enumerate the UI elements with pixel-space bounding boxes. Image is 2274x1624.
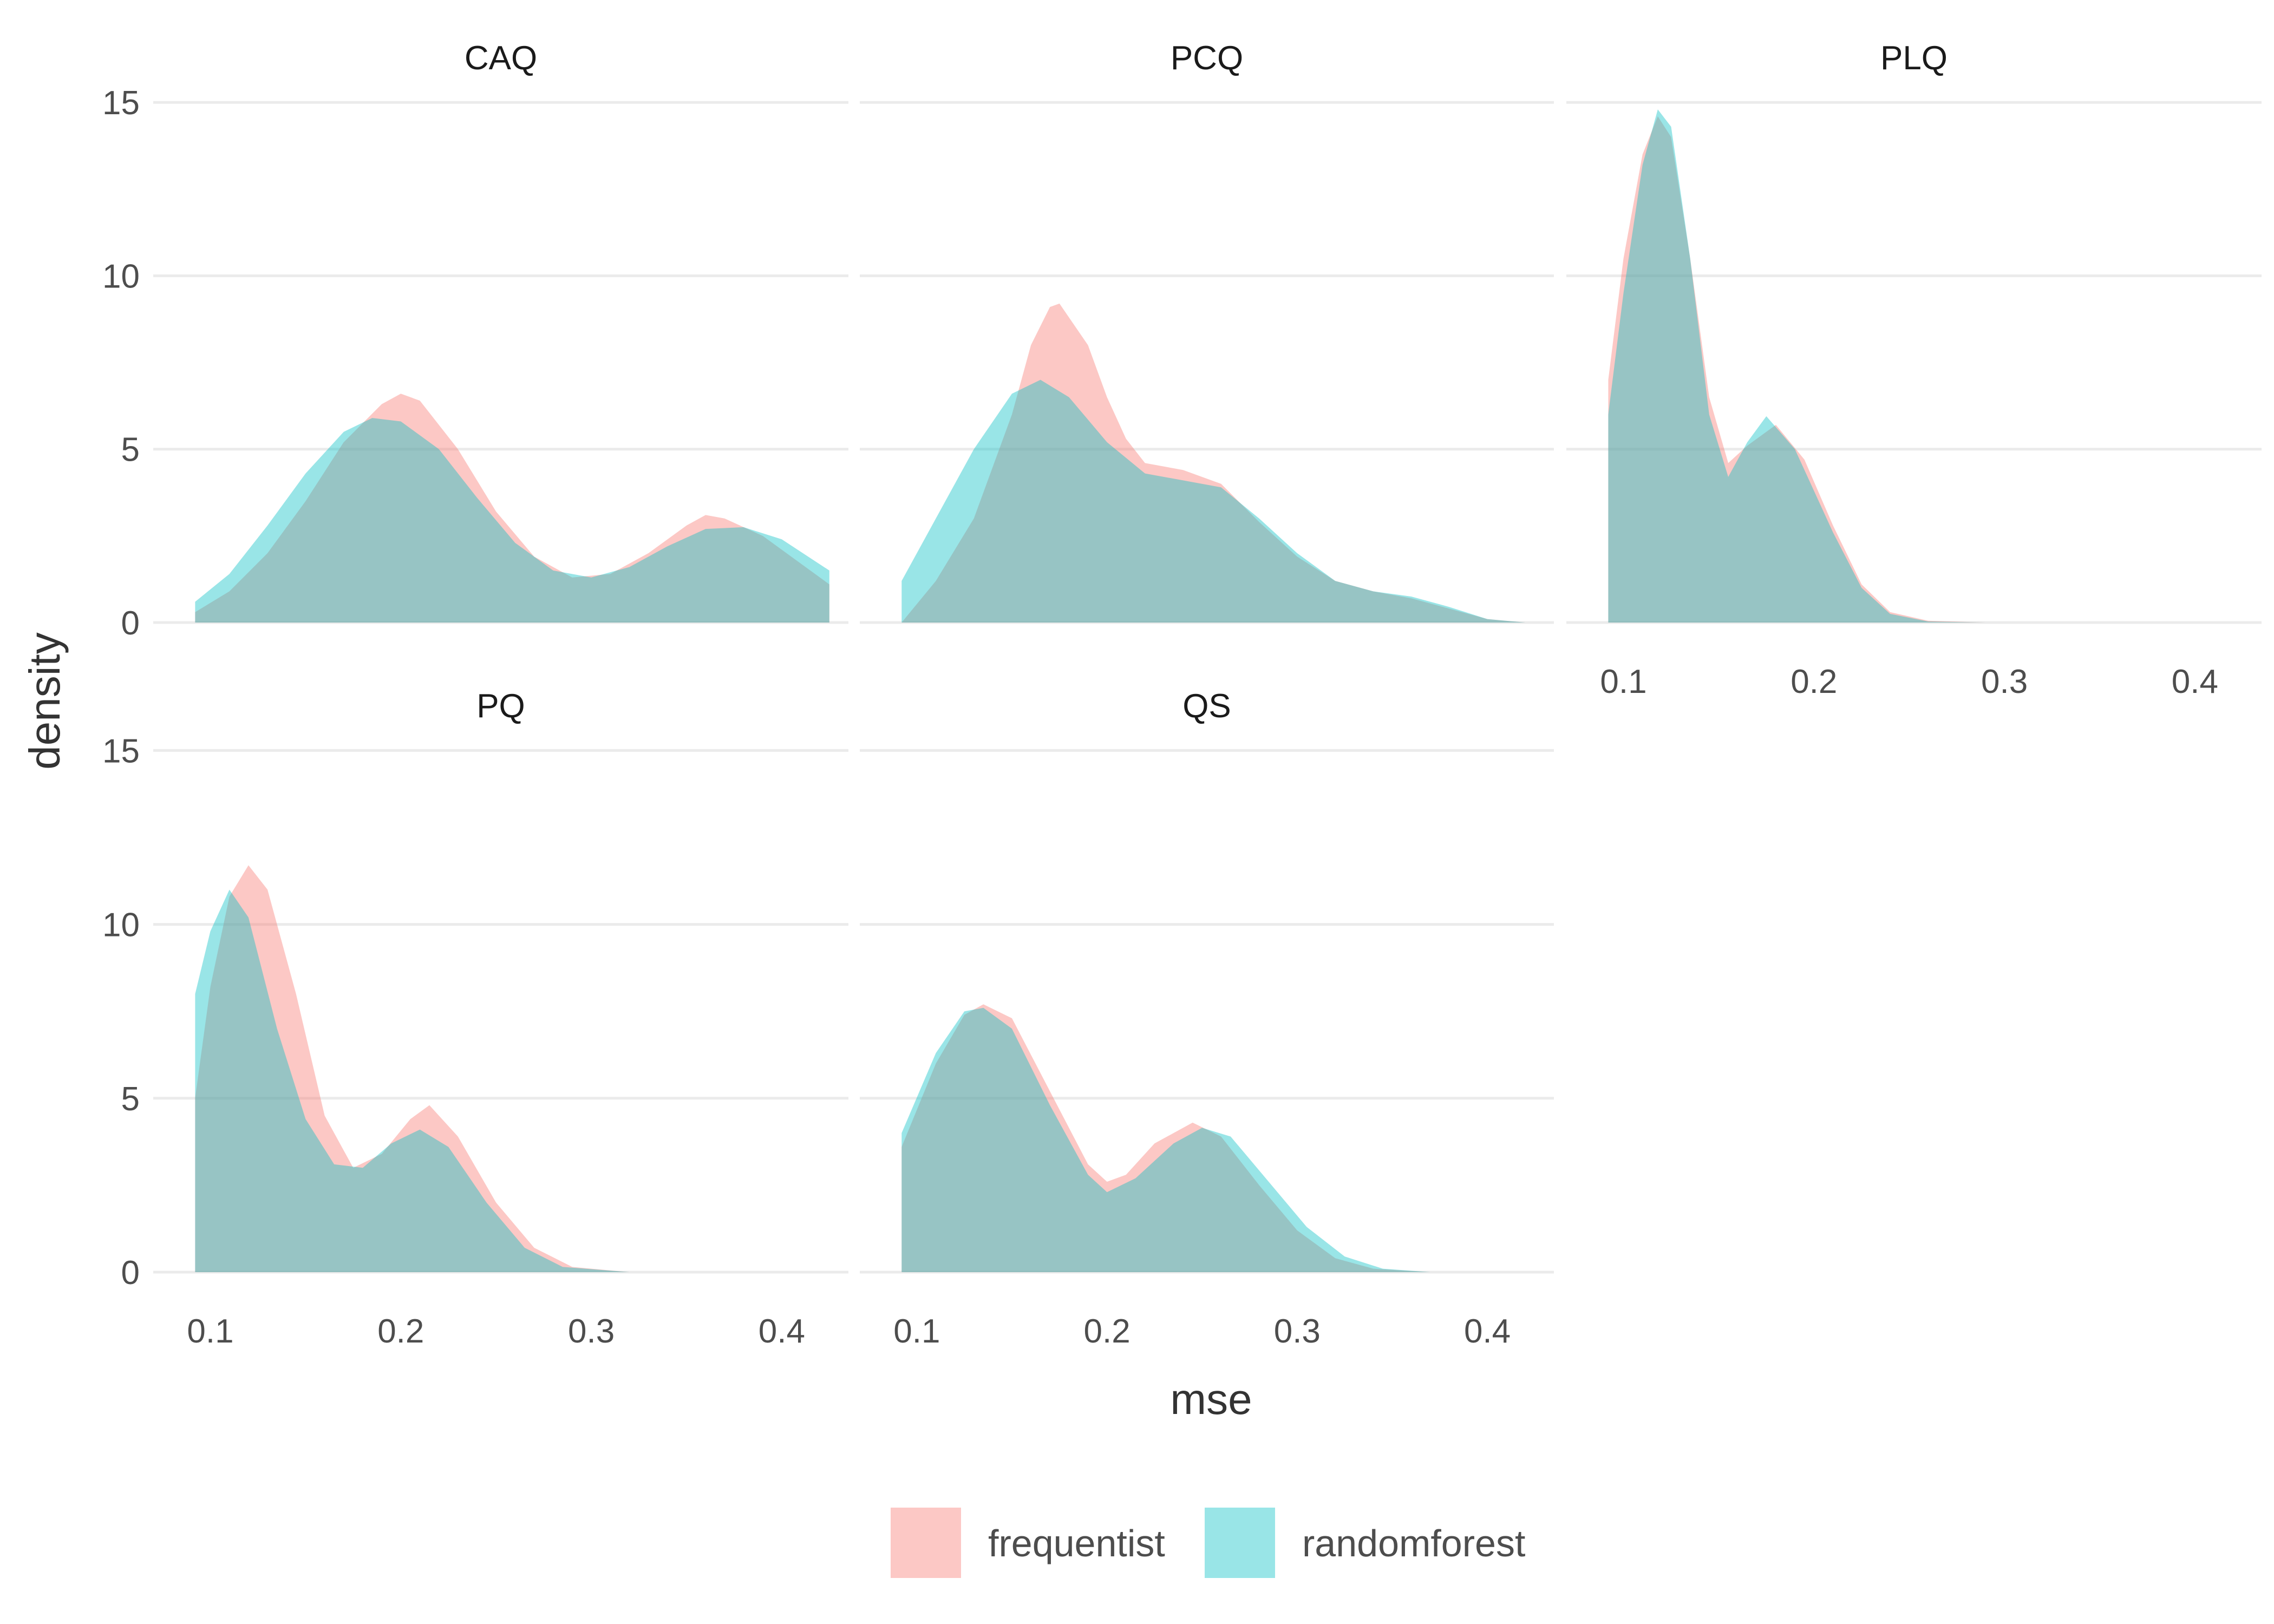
legend-swatch [1205, 1508, 1275, 1578]
x-tick-label: 0.3 [1981, 663, 2028, 700]
density-area-frequentist [901, 303, 1526, 623]
density-area-randomforest [195, 889, 630, 1272]
facet-title: QS [1182, 687, 1231, 725]
x-tick-label: 0.2 [377, 1313, 424, 1350]
density-area-frequentist [195, 865, 630, 1272]
density-area-frequentist [195, 394, 829, 623]
x-tick-label: 0.1 [1600, 663, 1646, 700]
x-tick-label: 0.4 [1464, 1313, 1511, 1350]
y-tick-label: 0 [121, 1254, 140, 1292]
facet-title: CAQ [465, 40, 537, 77]
facet-qs: QS 0.1 0.2 0.3 0.4 [860, 687, 1554, 1350]
y-tick-label: 0 [121, 605, 140, 642]
density-area-frequentist [901, 1004, 1430, 1272]
x-tick-label: 0.4 [759, 1313, 805, 1350]
density-area-frequentist [1608, 116, 1985, 623]
facet-plq: PLQ 0.1 0.2 0.3 0.4 [1566, 40, 2262, 700]
facet-pcq: PCQ [860, 40, 1554, 624]
x-tick-label: 0.2 [1084, 1313, 1131, 1350]
x-tick-label: 0.4 [2172, 663, 2218, 700]
facet-title: PQ [476, 687, 525, 725]
x-tick-label: 0.3 [1274, 1313, 1321, 1350]
legend-label: frequentist [988, 1522, 1165, 1564]
y-tick-label: 5 [121, 431, 140, 469]
facet-title: PLQ [1880, 40, 1948, 77]
facet-pq: PQ 0 5 10 15 0.1 0.2 0.3 0.4 [102, 687, 848, 1350]
legend-item-frequentist: frequentist [891, 1508, 1165, 1578]
density-area-randomforest [1608, 109, 1985, 623]
facet-panels: CAQ 0 5 10 15 PCQ PLQ 0.1 0.2 0.3 0.4 PQ 0 5 10 15 0.1 0.… [102, 40, 2262, 1350]
density-area-randomforest [195, 418, 829, 623]
legend-item-randomforest: randomforest [1205, 1508, 1525, 1578]
density-area-randomforest [901, 1007, 1430, 1272]
y-tick-label: 15 [102, 732, 140, 770]
x-tick-label: 0.2 [1791, 663, 1837, 700]
x-tick-label: 0.3 [568, 1313, 615, 1350]
y-tick-label: 5 [121, 1081, 140, 1118]
density-area-randomforest [901, 379, 1526, 623]
legend-label: randomforest [1302, 1522, 1525, 1564]
y-tick-label: 10 [102, 258, 140, 295]
y-tick-label: 10 [102, 907, 140, 944]
facet-title: PCQ [1171, 40, 1243, 77]
facet-caq: CAQ 0 5 10 15 [102, 40, 848, 642]
legend-swatch [891, 1508, 961, 1578]
legend: frequentist randomforest [891, 1508, 1525, 1578]
y-axis-title: density [21, 632, 69, 769]
x-tick-label: 0.1 [893, 1313, 940, 1350]
x-tick-label: 0.1 [187, 1313, 233, 1350]
y-tick-label: 15 [102, 84, 140, 122]
x-axis-title: mse [1170, 1375, 1252, 1423]
